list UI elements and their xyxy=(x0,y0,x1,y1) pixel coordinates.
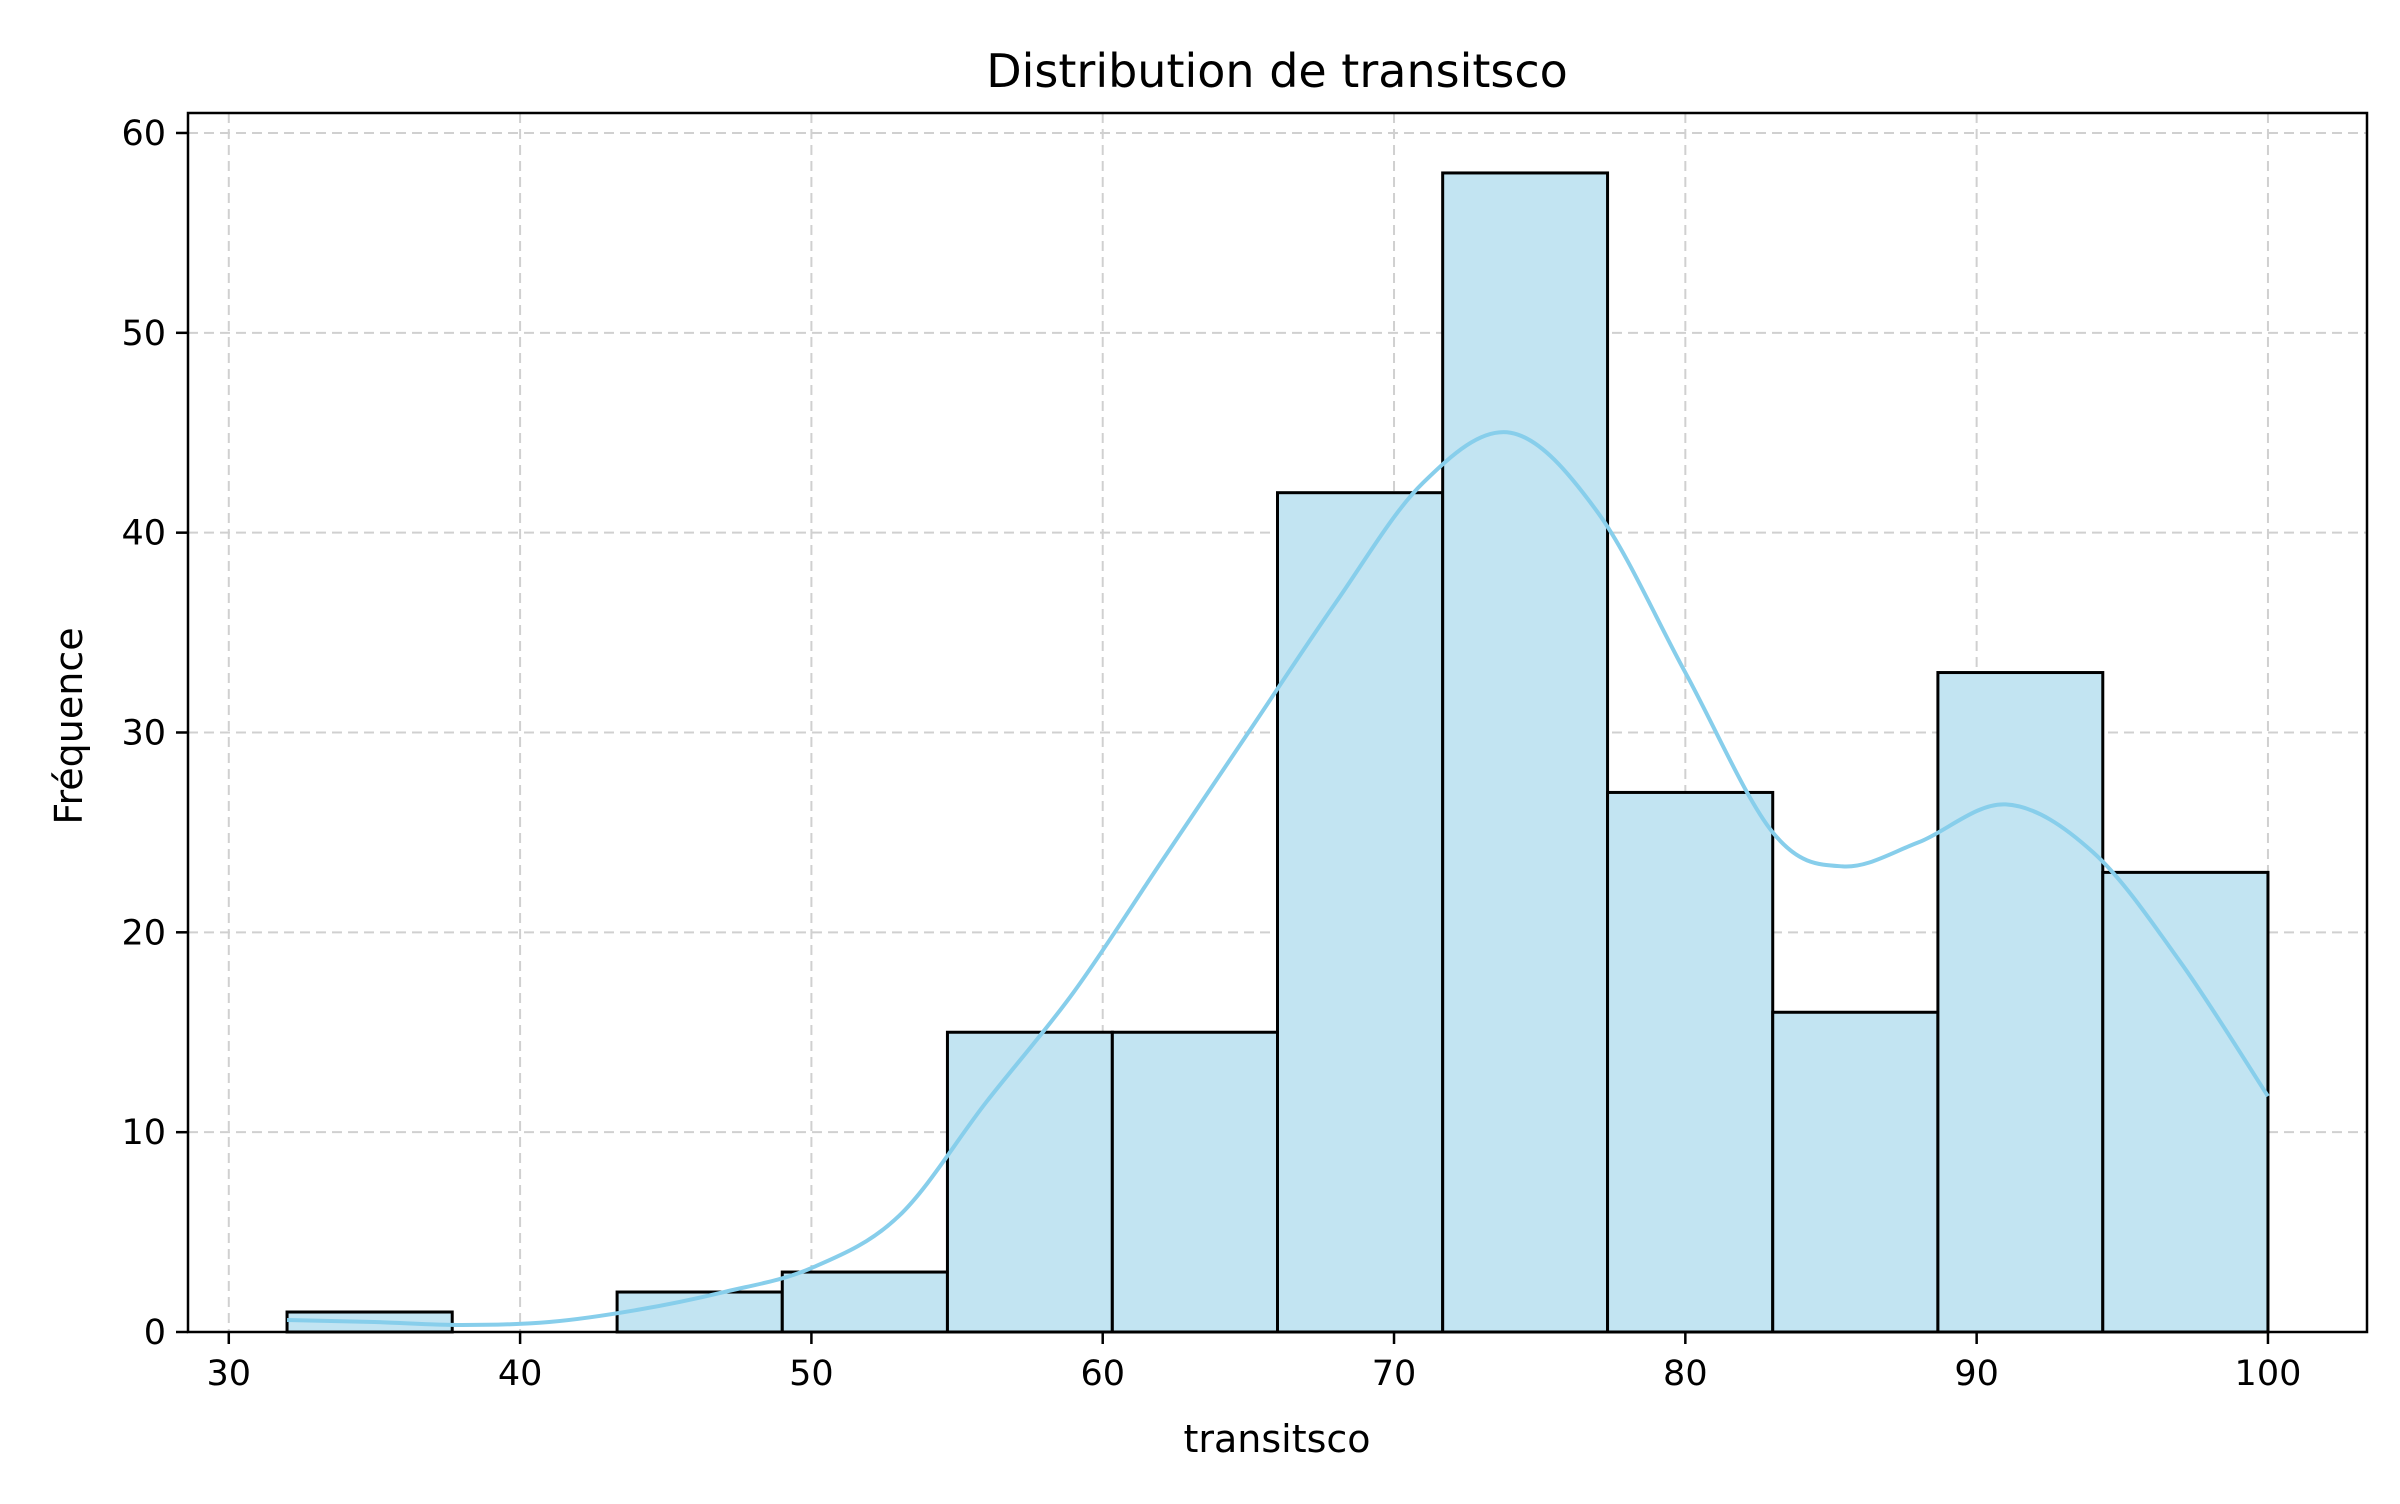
histogram-bar-9 xyxy=(1606,790,1775,1334)
histogram-bar-11 xyxy=(1936,671,2105,1334)
y-tick-label: 50 xyxy=(121,314,166,354)
histogram-bars xyxy=(285,171,2270,1334)
histogram-bar-4 xyxy=(780,1270,949,1334)
x-tick-label: 40 xyxy=(498,1354,543,1394)
y-axis-label: Fréquence xyxy=(47,627,91,824)
x-axis-label: transitsco xyxy=(1183,1417,1370,1461)
x-tick-label: 30 xyxy=(207,1354,252,1394)
x-axis-ticks: 30 40 50 60 70 80 90 100 xyxy=(207,1332,2302,1394)
histogram-bar-10 xyxy=(1771,1010,1940,1334)
y-tick-label: 60 xyxy=(121,114,166,154)
histogram-bar-8 xyxy=(1441,171,1610,1334)
y-tick-label: 30 xyxy=(121,713,166,753)
x-tick-label: 60 xyxy=(1080,1354,1125,1394)
kde-curve xyxy=(286,430,2270,1328)
y-tick-label: 0 xyxy=(144,1313,166,1353)
histogram-bar-5 xyxy=(945,1030,1114,1334)
x-tick-label: 50 xyxy=(789,1354,834,1394)
chart-title: Distribution de transitsco xyxy=(986,44,1568,98)
x-tick-label: 90 xyxy=(1954,1354,1999,1394)
y-tick-label: 20 xyxy=(121,913,166,953)
x-tick-label: 100 xyxy=(2235,1354,2302,1394)
x-tick-label: 70 xyxy=(1372,1354,1417,1394)
histogram-bar-12 xyxy=(2101,870,2270,1334)
y-tick-label: 10 xyxy=(121,1113,166,1153)
histogram-bar-7 xyxy=(1276,491,1445,1334)
histogram-bar-6 xyxy=(1110,1030,1280,1334)
y-axis-ticks: 0 10 20 30 40 50 60 xyxy=(121,114,188,1353)
y-tick-label: 40 xyxy=(121,514,166,554)
plot-frame xyxy=(186,111,2369,1334)
x-tick-label: 80 xyxy=(1663,1354,1708,1394)
